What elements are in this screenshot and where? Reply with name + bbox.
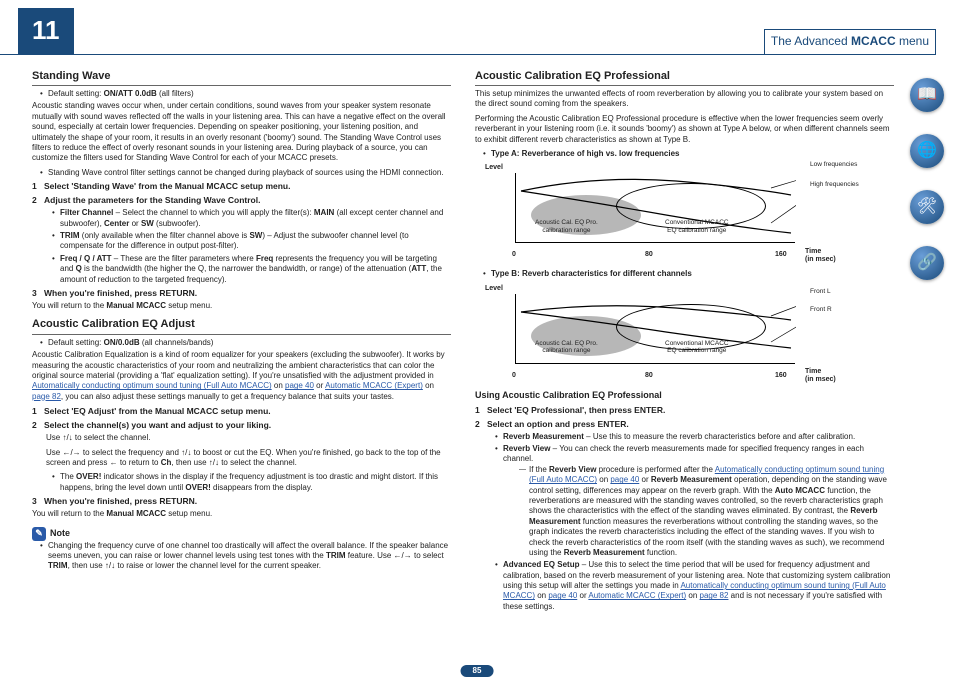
- note-label: ✎ Note: [32, 527, 70, 541]
- annot-a-left1: Acoustic Cal. EQ Pro. calibration range: [535, 219, 598, 233]
- reverb-view-detail: If the Reverb View procedure is performe…: [519, 465, 894, 559]
- note-icon: ✎: [32, 527, 46, 541]
- eq-use2: Use ←/→ to select the frequency and ↑/↓ …: [32, 448, 451, 469]
- annot-b-left2: Conventional MCACC EQ calibration range: [665, 340, 729, 354]
- right-column: Acoustic Calibration EQ Professional Thi…: [475, 63, 894, 614]
- eq-use1: Use ↑/↓ to select the channel.: [32, 433, 451, 443]
- tools-icon[interactable]: 🛠: [910, 190, 944, 224]
- link-page-40-3[interactable]: page 40: [548, 591, 577, 600]
- annot-front-r: Front R: [810, 306, 832, 313]
- pro-p2: Performing the Acoustic Calibration EQ P…: [475, 114, 894, 145]
- side-nav-icons: 📖 🌐 🛠 🔗: [910, 78, 944, 280]
- sw-hdmi-note: Standing Wave control filter settings ca…: [40, 168, 451, 178]
- annot-low-freq: Low frequencies: [810, 161, 857, 168]
- over-indicator-item: The OVER! indicator shows in the display…: [52, 472, 451, 493]
- annot-front-l: Front L: [810, 288, 831, 295]
- reverb-measurement-item: Reverb Measurement – Use this to measure…: [495, 432, 894, 442]
- book-icon[interactable]: 📖: [910, 78, 944, 112]
- link-page-40[interactable]: page 40: [285, 381, 314, 390]
- type-b-label: Type B: Reverb characteristics for diffe…: [483, 269, 894, 279]
- step-1: 1Select 'Standing Wave' from the Manual …: [32, 181, 451, 192]
- annot-high-freq: High frequencies: [810, 181, 859, 188]
- page-header: 11 The Advanced MCACC menu: [0, 8, 936, 55]
- heading-eq-adjust: Acoustic Calibration EQ Adjust: [32, 317, 451, 334]
- link-page-82[interactable]: page 82: [32, 392, 61, 401]
- link-page-40-2[interactable]: page 40: [610, 475, 639, 484]
- eq-default-setting: Default setting: ON/0.0dB (all channels/…: [40, 338, 451, 348]
- step-2: 2Adjust the parameters for the Standing …: [32, 195, 451, 206]
- sw-return-text: You will return to the Manual MCACC setu…: [32, 301, 451, 311]
- default-setting: Default setting: ON/ATT 0.0dB (all filte…: [40, 89, 451, 99]
- chapter-number: 11: [18, 8, 74, 54]
- heading-using-eq-pro: Using Acoustic Calibration EQ Profession…: [475, 390, 894, 402]
- trim-item: TRIM (only available when the filter cha…: [52, 231, 451, 252]
- eq-description: Acoustic Calibration Equalization is a k…: [32, 350, 451, 402]
- freq-q-att-item: Freq / Q / ATT – These are the filter pa…: [52, 254, 451, 285]
- page-title: The Advanced MCACC menu: [764, 29, 936, 54]
- network-icon[interactable]: 🔗: [910, 246, 944, 280]
- annot-b-left1: Acoustic Cal. EQ Pro. calibration range: [535, 340, 598, 354]
- globe-icon[interactable]: 🌐: [910, 134, 944, 168]
- chart-type-b: Level Front L Front R Acoustic Cal. EQ P…: [515, 284, 875, 384]
- step-3: 3When you're finished, press RETURN.: [32, 288, 451, 299]
- reverb-view-item: Reverb View – You can check the reverb m…: [495, 444, 894, 558]
- use-step-2: 2Select an option and press ENTER.: [475, 419, 894, 430]
- eq-return-text: You will return to the Manual MCACC setu…: [32, 509, 451, 519]
- heading-eq-professional: Acoustic Calibration EQ Professional: [475, 69, 894, 86]
- eq-step-1: 1Select 'EQ Adjust' from the Manual MCAC…: [32, 406, 451, 417]
- eq-step-3: 3When you're finished, press RETURN.: [32, 496, 451, 507]
- heading-standing-wave: Standing Wave: [32, 69, 451, 86]
- advanced-eq-setup-item: Advanced EQ Setup – Use this to select t…: [495, 560, 894, 612]
- link-auto-mcacc-expert-2[interactable]: Automatic MCACC (Expert): [588, 591, 686, 600]
- footer-page-number: 85: [461, 665, 494, 677]
- use-step-1: 1Select 'EQ Professional', then press EN…: [475, 405, 894, 416]
- link-page-82-2[interactable]: page 82: [700, 591, 729, 600]
- type-a-label: Type A: Reverberance of high vs. low fre…: [483, 149, 894, 159]
- left-column: Standing Wave Default setting: ON/ATT 0.…: [32, 63, 451, 614]
- content-columns: Standing Wave Default setting: ON/ATT 0.…: [0, 63, 954, 614]
- note-text: Changing the frequency curve of one chan…: [40, 541, 451, 572]
- eq-step-2: 2Select the channel(s) you want and adju…: [32, 420, 451, 431]
- chart-type-a: Level Low frequencies High frequencies A…: [515, 163, 875, 263]
- sw-description: Acoustic standing waves occur when, unde…: [32, 101, 451, 163]
- pro-p1: This setup minimizes the unwanted effect…: [475, 89, 894, 110]
- annot-a-left2: Conventional MCACC EQ calibration range: [665, 219, 729, 233]
- link-full-auto-mcacc[interactable]: Automatically conducting optimum sound t…: [32, 381, 272, 390]
- link-auto-mcacc-expert[interactable]: Automatic MCACC (Expert): [325, 381, 423, 390]
- filter-channel-item: Filter Channel – Select the channel to w…: [52, 208, 451, 229]
